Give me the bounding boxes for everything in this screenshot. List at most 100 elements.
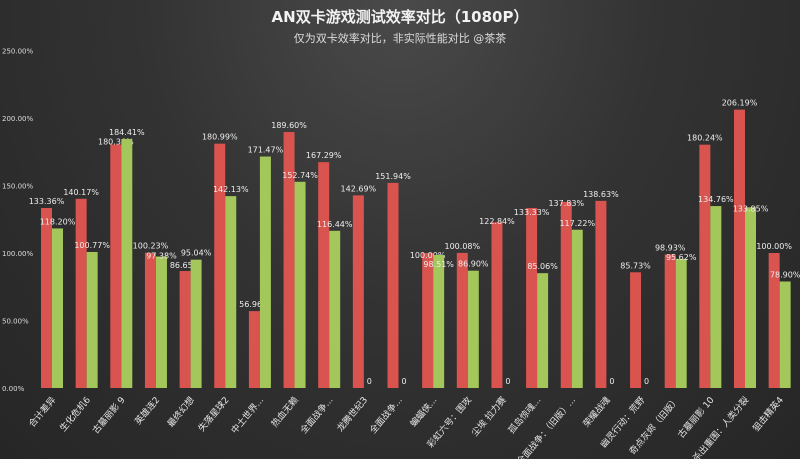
bar — [491, 222, 503, 388]
bar — [467, 270, 479, 388]
bar — [52, 228, 63, 388]
chart-subtitle: 仅为双卡效率对比，非实际性能对比 @茶茶 — [293, 32, 507, 45]
bar — [571, 229, 583, 388]
bar — [121, 139, 133, 388]
x-tick-label: 全面战争... — [298, 394, 336, 436]
bar — [699, 144, 711, 388]
x-tick-label: 龙腾世纪3 — [334, 394, 370, 434]
y-tick-label: 150.00% — [2, 183, 33, 191]
bar — [433, 255, 445, 388]
bar — [526, 208, 538, 388]
data-label: 100.08% — [445, 242, 481, 251]
bar — [259, 156, 271, 388]
bar — [110, 144, 122, 388]
data-label: 134.76% — [698, 195, 734, 204]
data-label: 100.23% — [133, 242, 169, 251]
data-label: 100.00% — [410, 251, 446, 260]
bar — [86, 251, 98, 388]
data-label: 133.85% — [733, 204, 769, 213]
data-label: 95.62% — [666, 253, 697, 262]
y-tick-label: 50.00% — [2, 318, 29, 326]
x-tick-label: 英雄连2 — [132, 394, 162, 427]
data-label: 0 — [367, 377, 372, 386]
bar — [283, 132, 295, 388]
bar — [745, 207, 756, 388]
x-tick-label: 中土世界... — [228, 394, 266, 436]
data-label: 0 — [401, 377, 406, 386]
bar — [710, 206, 722, 388]
data-label: 152.74% — [282, 171, 318, 180]
data-label: 167.29% — [306, 151, 342, 160]
bar — [560, 201, 572, 388]
data-label: 100.00% — [756, 242, 792, 251]
data-label: 78.90% — [770, 270, 800, 279]
bar — [779, 281, 791, 388]
bar — [387, 182, 399, 388]
bar — [225, 196, 237, 388]
data-label: 151.94% — [375, 172, 411, 181]
bar — [329, 230, 341, 388]
bar — [318, 162, 330, 388]
data-label: 0 — [505, 377, 510, 386]
bar — [352, 195, 364, 388]
x-tick-label: 孤岛惊魂... — [506, 394, 544, 436]
x-tick-label: 蝙蝠侠... — [407, 394, 439, 429]
x-tick-label: 狙击精英4 — [750, 394, 786, 434]
bar — [294, 181, 306, 388]
bar — [155, 256, 167, 388]
y-tick-label: 200.00% — [2, 115, 33, 123]
data-label: 180.24% — [687, 134, 723, 143]
data-label: 98.51% — [423, 260, 454, 269]
data-label: 118.20% — [40, 217, 76, 226]
x-tick-label: 合计差异 — [26, 394, 58, 429]
bar — [595, 200, 607, 388]
data-label: 142.13% — [213, 185, 249, 194]
data-label: 133.36% — [29, 197, 65, 206]
bar — [422, 253, 434, 388]
x-tick-label: 生化危机6 — [57, 394, 93, 434]
data-label: 100.77% — [74, 241, 110, 250]
x-tick-label: 全面战争... — [367, 394, 405, 436]
bar — [41, 207, 52, 388]
data-label: 180.99% — [202, 133, 238, 142]
bar — [144, 252, 156, 388]
data-label: 137.83% — [548, 199, 584, 208]
data-label: 56.96% — [239, 300, 270, 309]
bar — [75, 198, 87, 388]
bar — [190, 259, 202, 388]
x-tick-label: 古墓丽影 9 — [90, 394, 128, 436]
bar — [456, 252, 468, 388]
bar — [664, 254, 676, 388]
data-label: 86.65% — [170, 261, 201, 270]
bar — [214, 143, 226, 388]
data-label: 86.90% — [458, 260, 489, 269]
x-tick-label: 失落星球2 — [196, 394, 232, 434]
y-tick-label: 0.00% — [2, 385, 25, 393]
data-label: 117.22% — [559, 219, 595, 228]
bar — [675, 258, 687, 388]
y-tick-label: 250.00% — [2, 48, 33, 56]
x-tick-label: 杀出重围：人类分裂 — [690, 394, 751, 459]
data-label: 0 — [644, 377, 649, 386]
data-label: 97.38% — [146, 252, 177, 261]
bar — [179, 271, 191, 388]
data-label: 180.36% — [98, 138, 134, 147]
data-label: 0 — [609, 377, 614, 386]
data-label: 85.73% — [620, 261, 651, 270]
x-tick-label: 荣耀战魂 — [580, 394, 612, 429]
data-label: 206.19% — [722, 99, 758, 108]
chart-title: AN双卡游戏测试效率对比（1080P） — [271, 8, 529, 26]
data-label: 142.69% — [341, 184, 377, 193]
data-label: 138.63% — [583, 190, 619, 199]
bar — [734, 109, 745, 389]
data-label: 184.41% — [109, 128, 145, 137]
bar — [248, 311, 260, 388]
x-tick-label: 热血无赖 — [269, 394, 301, 429]
bar — [768, 253, 780, 388]
bar — [537, 273, 549, 388]
data-label: 189.60% — [271, 121, 307, 130]
data-label: 140.17% — [63, 188, 99, 197]
data-label: 171.47% — [248, 146, 284, 155]
x-tick-label: 尘埃 拉力赛 — [469, 394, 509, 438]
